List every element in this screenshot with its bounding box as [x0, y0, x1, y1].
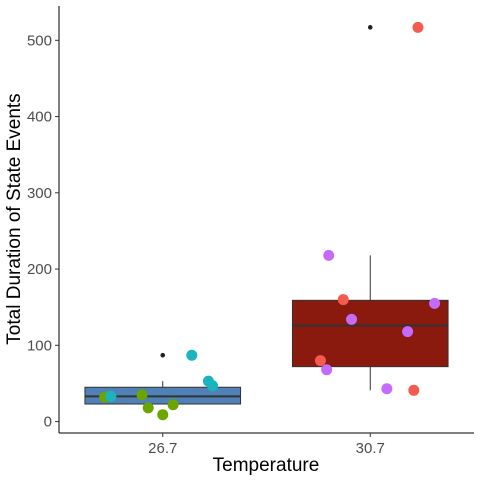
y-tick-label-300: 300: [27, 185, 52, 202]
data-point-10: [321, 364, 333, 376]
data-point-17: [412, 21, 424, 33]
data-point-14: [381, 383, 393, 395]
data-point-11: [323, 249, 335, 261]
data-point-2: [136, 389, 148, 401]
points-layer: [99, 21, 441, 421]
data-point-16: [408, 384, 420, 396]
data-point-5: [167, 399, 179, 411]
data-point-15: [402, 326, 414, 338]
ticks-layer: 0 100 200 300 400 500 26.7 30.7: [27, 32, 385, 457]
axes-layer: [58, 6, 474, 434]
y-tick-label-200: 200: [27, 261, 52, 278]
y-tick-label-500: 500: [27, 32, 52, 49]
y-axis-title: Total Duration of State Events: [4, 93, 25, 344]
data-point-13: [346, 313, 358, 325]
data-point-18: [429, 297, 441, 309]
data-point-6: [186, 349, 198, 361]
x-axis-title: Temperature: [213, 455, 320, 476]
outlier-30.7-0: [367, 25, 373, 30]
y-tick-label-100: 100: [27, 337, 52, 354]
x-tick-label-30.7: 30.7: [356, 440, 385, 457]
data-point-1: [105, 390, 117, 402]
data-point-12: [337, 294, 349, 306]
data-point-9: [314, 355, 326, 367]
data-point-3: [142, 402, 154, 414]
data-point-8: [207, 380, 219, 392]
box-rect-30.7: [291, 299, 449, 368]
y-tick-label-0: 0: [44, 414, 52, 431]
outlier-26.7-0: [160, 352, 166, 358]
y-tick-label-400: 400: [27, 109, 52, 126]
data-point-4: [157, 409, 169, 421]
x-tick-label-26.7: 26.7: [148, 440, 177, 457]
boxes-layer: [84, 25, 449, 405]
box-30.7: [291, 25, 449, 391]
